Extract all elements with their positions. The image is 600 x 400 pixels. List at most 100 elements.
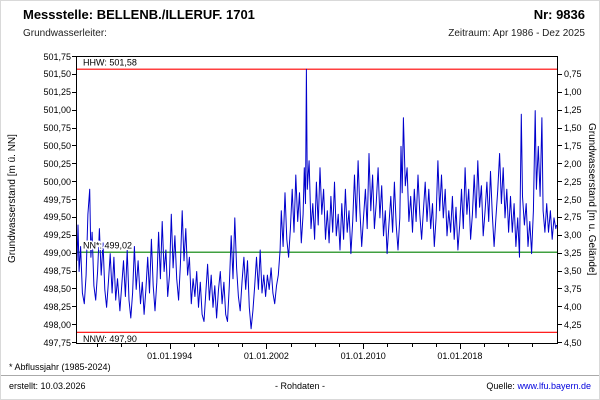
created-date: erstellt: 10.03.2026	[9, 381, 86, 391]
left-tick-mark	[72, 73, 76, 75]
station-number: Nr: 9836	[533, 7, 585, 22]
left-tick-mark	[72, 181, 76, 183]
right-tick-mark	[558, 163, 562, 165]
x-minor-tick-mark	[387, 344, 389, 347]
left-tick-mark	[72, 91, 76, 93]
left-axis-title: Grundwasserstand [m ü. NN]	[7, 134, 18, 264]
x-minor-tick-mark	[145, 344, 147, 347]
source-line: Quelle: www.lfu.bayern.de	[486, 381, 591, 391]
nnw-label: NNW: 497,90	[83, 334, 137, 343]
x-tick-mark	[363, 344, 365, 349]
left-tick-mark	[72, 127, 76, 129]
left-tick-label: 501,75	[43, 51, 71, 62]
right-tick-label: 1,25	[564, 105, 582, 116]
right-tick-mark	[558, 252, 562, 254]
right-tick-label: 3,50	[564, 266, 582, 276]
right-tick-mark	[558, 270, 562, 272]
x-tick-label: 01.01.2010	[340, 351, 386, 361]
left-tick-label: 499,50	[43, 212, 71, 223]
right-tick-label: 1,75	[564, 140, 582, 151]
right-tick-mark	[558, 324, 562, 326]
x-minor-tick-mark	[193, 344, 195, 347]
left-tick-label: 499,25	[43, 230, 71, 241]
left-tick-label: 501,50	[43, 69, 71, 80]
left-tick-label: 501,00	[43, 105, 71, 116]
x-minor-tick-mark	[314, 344, 316, 347]
left-tick-label: 500,75	[43, 123, 71, 133]
left-tick-mark	[72, 109, 76, 111]
left-tick-label: 500,25	[43, 158, 71, 169]
right-tick-mark	[558, 342, 562, 343]
x-minor-tick-mark	[242, 344, 244, 347]
left-tick-mark	[72, 216, 76, 218]
right-tick-label: 2,00	[564, 158, 582, 169]
right-tick-label: 4,50	[564, 337, 582, 348]
x-minor-tick-mark	[218, 344, 220, 347]
x-tick-mark	[266, 344, 268, 349]
right-tick-label: 1,00	[564, 87, 582, 98]
left-tick-label: 498,50	[43, 283, 71, 294]
left-tick-mark	[72, 199, 76, 200]
right-tick-label: 3,00	[564, 230, 582, 241]
right-tick-label: 4,00	[564, 301, 582, 312]
aquifer-label: Grundwasserleiter:	[23, 28, 107, 39]
x-minor-tick-mark	[411, 344, 413, 347]
plot-area: HHW: 501,58 NN*: 499,02 NNW: 497,90	[76, 56, 558, 344]
series-line-0	[77, 68, 557, 330]
left-tick-label: 498,75	[43, 266, 71, 276]
left-tick-label: 500,50	[43, 140, 71, 151]
left-tick-mark	[72, 342, 76, 343]
left-tick-mark	[72, 324, 76, 326]
right-tick-mark	[558, 127, 562, 129]
page-title: Messstelle: BELLENB./ILLERUF. 1701	[23, 7, 255, 22]
x-tick-mark	[169, 344, 171, 349]
left-tick-mark	[72, 234, 76, 236]
left-tick-mark	[72, 306, 76, 308]
x-tick-label: 01.01.2002	[243, 351, 289, 361]
right-tick-label: 2,75	[564, 212, 582, 223]
left-tick-mark	[72, 270, 76, 272]
x-tick-mark	[459, 344, 461, 349]
right-tick-label: 2,25	[564, 176, 582, 187]
right-tick-mark	[558, 91, 562, 93]
left-tick-mark	[72, 163, 76, 165]
left-tick-label: 501,25	[43, 87, 71, 98]
left-tick-mark	[72, 288, 76, 290]
right-tick-label: 4,25	[564, 319, 582, 330]
right-tick-mark	[558, 109, 562, 111]
right-tick-label: 0,75	[564, 69, 582, 80]
x-minor-tick-mark	[435, 344, 437, 347]
right-tick-label: 3,75	[564, 283, 582, 294]
left-tick-mark	[72, 145, 76, 147]
x-minor-tick-mark	[484, 344, 486, 347]
right-tick-label: 3,25	[564, 248, 582, 259]
left-tick-mark	[72, 56, 76, 57]
x-tick-label: 01.01.2018	[437, 351, 483, 361]
x-minor-tick-mark	[290, 344, 292, 347]
left-tick-label: 500,00	[43, 176, 71, 187]
left-tick-label: 498,00	[43, 319, 71, 330]
right-tick-label: 2,50	[564, 194, 582, 205]
plot-svg: HHW: 501,58 NN*: 499,02 NNW: 497,90	[77, 57, 557, 343]
x-minor-tick-mark	[508, 344, 510, 347]
left-tick-label: 498,25	[43, 301, 71, 312]
right-tick-mark	[558, 234, 562, 236]
x-minor-tick-mark	[532, 344, 534, 347]
left-tick-mark	[72, 252, 76, 254]
left-tick-label: 499,75	[43, 194, 71, 205]
right-tick-mark	[558, 216, 562, 218]
source-label: Quelle:	[486, 381, 515, 391]
x-minor-tick-mark	[339, 344, 340, 347]
right-tick-label: 1,50	[564, 123, 582, 133]
right-tick-mark	[558, 145, 562, 147]
x-minor-tick-mark	[121, 344, 123, 347]
hhw-label: HHW: 501,58	[83, 58, 137, 68]
right-tick-mark	[558, 73, 562, 75]
footer-separator	[1, 375, 599, 376]
period-label: Zeitraum: Apr 1986 - Dez 2025	[448, 28, 585, 39]
x-tick-label: 01.01.1994	[147, 351, 193, 361]
right-axis-title: Grundwasserstand [m u. Gelände]	[586, 122, 597, 276]
right-tick-mark	[558, 306, 562, 308]
source-link[interactable]: www.lfu.bayern.de	[517, 381, 591, 391]
